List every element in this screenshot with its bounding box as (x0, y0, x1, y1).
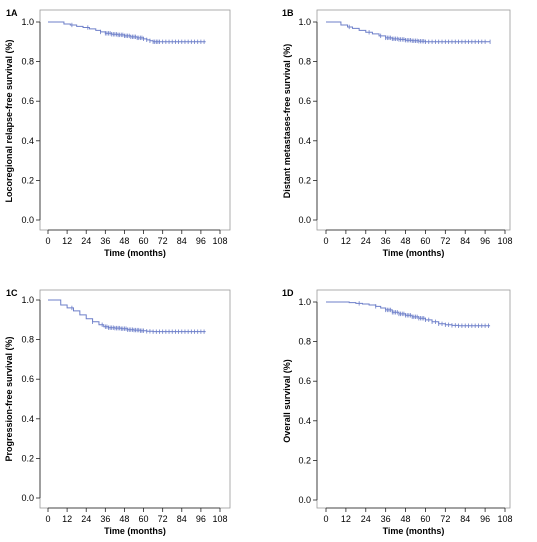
x-axis-title: Time (months) (383, 248, 445, 258)
x-tick-label: 24 (81, 514, 91, 524)
x-tick-label: 96 (480, 514, 490, 524)
x-tick-label: 84 (177, 236, 187, 246)
x-tick-label: 36 (100, 236, 110, 246)
x-axis-title: Time (months) (104, 248, 166, 258)
x-tick-label: 24 (81, 236, 91, 246)
x-tick-label: 48 (401, 236, 411, 246)
y-tick-label: 0.2 (298, 455, 311, 465)
x-tick-label: 12 (62, 514, 72, 524)
y-tick-label: 0.6 (21, 96, 34, 106)
x-axis-title: Time (months) (383, 526, 445, 536)
x-tick-label: 72 (440, 514, 450, 524)
x-tick-label: 108 (212, 514, 227, 524)
x-tick-label: 48 (119, 236, 129, 246)
x-tick-label: 108 (212, 236, 227, 246)
y-tick-label: 0.0 (298, 215, 311, 225)
y-axis-title: Overall survival (%) (282, 359, 292, 443)
x-tick-label: 0 (45, 236, 50, 246)
x-tick-label: 108 (497, 236, 512, 246)
x-tick-label: 36 (100, 514, 110, 524)
y-tick-label: 0.0 (21, 215, 34, 225)
panel-1b: 1B 0.0 0.2 0.4 0.6 0.8 1.0 0 12 24 36 48 60 72 84 96 108… (282, 8, 513, 258)
panel-1d: 1D 0.0 0.2 0.4 0.6 0.8 1.0 0 12 24 36 48 60 72 84 96 108… (282, 288, 513, 536)
x-tick-label: 72 (440, 236, 450, 246)
y-tick-label: 0.2 (21, 453, 34, 463)
x-tick-label: 24 (361, 514, 371, 524)
y-tick-label: 0.8 (21, 57, 34, 67)
panel-1c: 1C 0.0 0.2 0.4 0.6 0.8 1.0 0 12 24 36 48 60 72 84 96 108… (4, 288, 231, 536)
y-tick-label: 0.8 (298, 337, 311, 347)
x-tick-label: 0 (45, 514, 50, 524)
y-tick-label: 1.0 (21, 17, 34, 27)
x-tick-label: 84 (177, 514, 187, 524)
x-tick-label: 12 (341, 236, 351, 246)
y-tick-label: 0.8 (21, 335, 34, 345)
x-tick-label: 0 (323, 514, 328, 524)
y-tick-label: 0.2 (21, 175, 34, 185)
x-tick-label: 36 (381, 514, 391, 524)
y-tick-label: 0.6 (21, 374, 34, 384)
y-tick-label: 0.4 (21, 414, 34, 424)
x-axis-title: Time (months) (104, 526, 166, 536)
x-tick-label: 96 (196, 236, 206, 246)
y-tick-label: 0.6 (298, 96, 311, 106)
y-tick-label: 0.4 (21, 136, 34, 146)
x-tick-label: 108 (497, 514, 512, 524)
y-tick-label: 1.0 (298, 297, 311, 307)
x-tick-label: 48 (401, 514, 411, 524)
survival-curve (326, 301, 491, 327)
survival-curve (326, 21, 491, 43)
x-tick-label: 72 (158, 236, 168, 246)
panel-1a: 1A 0.0 0.2 0.4 0.6 0.8 1.0 0 12 24 36 48 60 72 84 96 108… (4, 8, 231, 258)
y-axis-title: Progression-free survival (%) (4, 336, 14, 461)
x-tick-label: 12 (341, 514, 351, 524)
y-tick-label: 1.0 (298, 17, 311, 27)
x-tick-label: 60 (139, 514, 149, 524)
panel-label: 1D (282, 288, 294, 298)
plot-frame (39, 289, 231, 509)
x-tick-label: 96 (196, 514, 206, 524)
y-axis-title: Locoregional relapse-free survival (%) (4, 39, 14, 202)
panel-label: 1C (6, 288, 18, 298)
y-tick-label: 0.0 (298, 495, 311, 505)
y-tick-label: 0.2 (298, 175, 311, 185)
y-axis-title: Distant metastases-free survival (%) (282, 44, 292, 199)
x-tick-label: 12 (62, 236, 72, 246)
plot-frame (39, 9, 231, 231)
panel-label: 1B (282, 8, 294, 18)
y-tick-label: 1.0 (21, 295, 34, 305)
x-tick-label: 60 (139, 236, 149, 246)
x-tick-label: 36 (381, 236, 391, 246)
plot-frame (316, 289, 511, 509)
x-tick-label: 24 (361, 236, 371, 246)
x-tick-label: 60 (420, 236, 430, 246)
x-tick-label: 0 (323, 236, 328, 246)
x-tick-label: 84 (460, 236, 470, 246)
y-tick-label: 0.0 (21, 493, 34, 503)
x-tick-label: 60 (420, 514, 430, 524)
panel-label: 1A (6, 8, 18, 18)
x-tick-label: 72 (158, 514, 168, 524)
y-tick-label: 0.4 (298, 416, 311, 426)
y-tick-label: 0.6 (298, 376, 311, 386)
x-tick-label: 96 (480, 236, 490, 246)
y-tick-label: 0.8 (298, 57, 311, 67)
survival-curve (48, 299, 206, 333)
x-tick-label: 84 (460, 514, 470, 524)
y-tick-label: 0.4 (298, 136, 311, 146)
x-tick-label: 48 (119, 514, 129, 524)
